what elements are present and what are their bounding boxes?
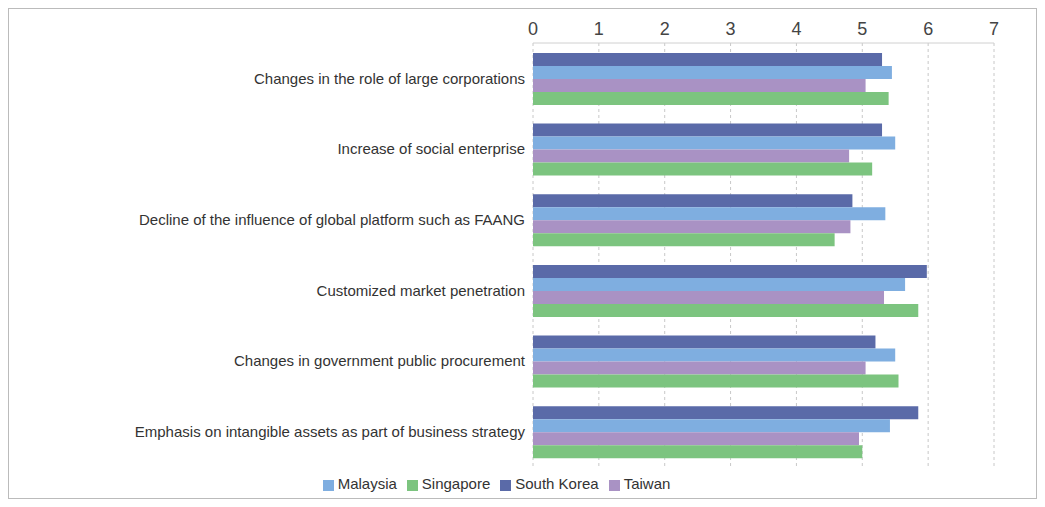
svg-text:Decline of the influence of gl: Decline of the influence of global platf… — [139, 211, 525, 228]
svg-text:Emphasis on intangible assets: Emphasis on intangible assets as part of… — [135, 423, 526, 440]
svg-text:7: 7 — [989, 19, 999, 39]
svg-text:Changes in the role of large c: Changes in the role of large corporation… — [254, 70, 525, 87]
html-text:Malaysia: Malaysia — [337, 475, 397, 492]
svg-text:2: 2 — [660, 19, 670, 39]
html-text:South Korea: South Korea — [515, 475, 599, 492]
svg-text:3: 3 — [726, 19, 736, 39]
html-text:Singapore: Singapore — [421, 475, 491, 492]
svg-text:0: 0 — [528, 19, 538, 39]
svg-text:5: 5 — [857, 19, 867, 39]
svg-text:6: 6 — [923, 19, 933, 39]
svg-text:Increase of social enterprise: Increase of social enterprise — [337, 140, 525, 157]
svg-text:Changes in government public p: Changes in government public procurement — [234, 352, 526, 369]
svg-text:Customized market penetration: Customized market penetration — [317, 282, 525, 299]
html-text:Taiwan: Taiwan — [623, 475, 671, 492]
svg-text:1: 1 — [594, 19, 604, 39]
svg-text:4: 4 — [791, 19, 801, 39]
